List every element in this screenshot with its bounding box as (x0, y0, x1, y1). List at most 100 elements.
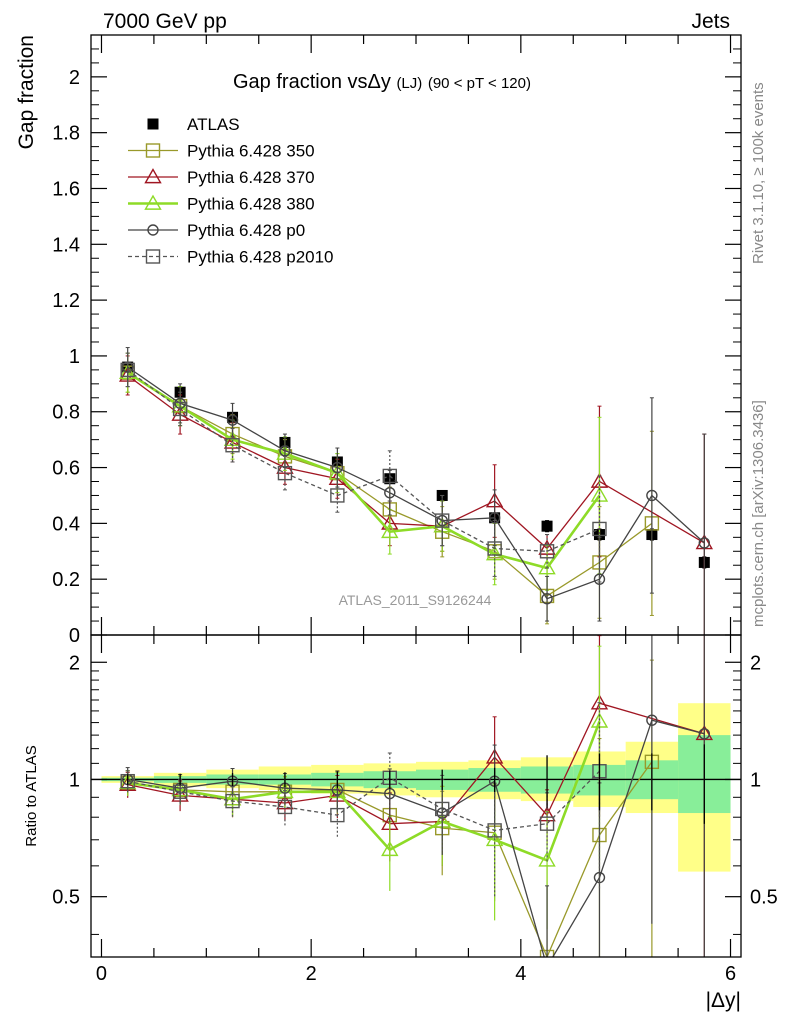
analysis-watermark: ATLAS_2011_S9126244 (339, 592, 492, 608)
point-pythia-6-428-p2010 (120, 362, 135, 378)
ratio-y-tick-label-right: 2 (750, 652, 761, 674)
series-pythia-6-428-380 (118, 352, 609, 591)
point-pythia-6-428-p0 (331, 461, 344, 474)
y-tick-label: 1.8 (52, 123, 80, 145)
legend-label: Pythia 6.428 p2010 (187, 248, 334, 267)
ratio-axis-ticks: 0.5 0.5 1 1 2 2 0 2 4 6 (52, 635, 778, 985)
legend-entry-pythia-6-428-p2010: Pythia 6.428 p2010 (128, 248, 334, 267)
main-axis-ticks: 0 0.2 0.4 0.6 0.8 1 1.2 1.4 1.6 1.8 2 (52, 35, 741, 647)
y-tick-label: 0 (69, 625, 80, 647)
line-pythia-6-428-p2010 (127, 369, 600, 552)
legend-entry-pythia-6-428-380: Pythia 6.428 380 (128, 195, 315, 214)
title-range: (90 < pT < 120) (428, 75, 531, 92)
point-pythia-6-428-p0 (698, 537, 711, 549)
point-pythia-6-428-p0 (226, 414, 239, 426)
point-pythia-6-428-380 (381, 522, 399, 539)
legend-label: Pythia 6.428 p0 (187, 221, 305, 240)
y-tick-label: 1.2 (52, 290, 80, 312)
legend-label: Pythia 6.428 380 (187, 195, 315, 214)
point-pythia-6-428-380 (538, 559, 556, 575)
point-pythia-6-428-p2010 (487, 541, 502, 556)
ratio-point-pythia-6-428-380 (381, 840, 399, 857)
legend-entry-pythia-6-428-350: Pythia 6.428 350 (128, 142, 315, 161)
y-tick-label: 2 (69, 67, 80, 89)
ratio-y-tick-label-right: 1 (750, 769, 761, 791)
line-pythia-6-428-p0 (127, 366, 705, 600)
ratio-point-pythia-6-428-380 (538, 851, 556, 867)
ratio-point-pythia-6-428-380 (223, 790, 242, 806)
ratio-atlas-errors (127, 744, 705, 824)
legend-marker (145, 249, 161, 264)
ratio-panel: 0.5 0.5 1 1 2 2 0 2 4 6 Ratio to ATLAS |Δy| (23, 634, 778, 1012)
ratio-point-pythia-6-428-p2010 (435, 801, 450, 817)
ratio-series-group (91, 635, 741, 972)
x-tick-label: 6 (725, 963, 736, 985)
title-lj: (LJ) (396, 75, 422, 92)
legend-entry-pythia-6-428-370: Pythia 6.428 370 (128, 168, 315, 187)
ratio-point-pythia-6-428-p2010 (539, 816, 555, 831)
ratio-plot-area (91, 635, 741, 972)
header-energy: 7000 GeV pp (103, 10, 227, 33)
point-pythia-6-428-p0 (541, 593, 553, 605)
ratio-line-pythia-6-428-380 (127, 720, 601, 862)
y-tick-label: 0.6 (52, 458, 80, 480)
line-pythia-6-428-380 (126, 371, 601, 570)
main-panel: 0 0.2 0.4 0.6 0.8 1 1.2 1.4 1.6 1.8 2 Gap fraction… (15, 34, 742, 647)
ratio-point-pythia-6-428-p2010 (225, 793, 240, 809)
x-tick-label: 4 (515, 963, 526, 985)
ratio-line-pythia-6-428-p2010 (127, 770, 600, 832)
point-pythia-6-428-p2010 (277, 465, 293, 481)
ratio-point-pythia-6-428-380 (485, 830, 504, 847)
ratio-y-tick-label: 2 (69, 652, 80, 674)
line-pythia-6-428-370 (127, 374, 705, 550)
ratio-y-tick-label-right: 0.5 (750, 887, 778, 909)
ratio-point-pythia-6-428-p0 (646, 714, 658, 726)
point-pythia-6-428-p0 (593, 573, 606, 585)
y-tick-label: 0.8 (52, 402, 80, 424)
ratio-point-pythia-6-428-p0 (542, 962, 552, 972)
ratio-series-pythia-6-428-p0 (121, 635, 711, 972)
y-tick-label: 0.2 (52, 569, 80, 591)
series-pythia-6-428-p2010 (120, 352, 607, 583)
point-pythia-6-428-p2010 (382, 468, 397, 484)
rivet-version: Rivet 3.1.10, ≥ 100k events (750, 82, 767, 264)
legend-label: ATLAS (187, 115, 240, 134)
legend-label: Pythia 6.428 370 (187, 168, 315, 187)
y-tick-label: 0.4 (52, 513, 80, 535)
point-pythia-6-428-p2010 (539, 544, 555, 559)
legend: ATLAS Pythia 6.428 350 Pythia 6.428 370 Pyt… (128, 115, 334, 267)
y-tick-label: 1.4 (52, 234, 80, 256)
ratio-y-tick-label: 1 (69, 769, 80, 791)
point-pythia-6-428-p2010 (172, 401, 188, 417)
ratio-point-pythia-6-428-p2010 (330, 807, 345, 823)
x-tick-label: 0 (96, 963, 107, 985)
ratio-point-pythia-6-428-p0 (698, 728, 711, 740)
ratio-point-pythia-6-428-p2010 (172, 784, 188, 799)
legend-marker (144, 194, 162, 210)
ratio-point-pythia-6-428-p2010 (277, 799, 293, 815)
plot-title: Gap fraction vsΔy (LJ) (90 < pT < 120) (233, 71, 531, 93)
title-dy: Δy (368, 71, 391, 93)
ratio-line-pythia-6-428-p0 (127, 719, 705, 957)
legend-marker (147, 224, 159, 236)
ratio-y-tick-label: 0.5 (52, 887, 80, 909)
ratio-series-pythia-6-428-370 (118, 635, 714, 957)
point-pythia-6-428-p2010 (435, 513, 450, 528)
point-pythia-6-428-p0 (646, 489, 658, 502)
ratio-point-pythia-6-428-p2010 (487, 823, 502, 838)
legend-marker (147, 118, 159, 130)
uncertainty-bands (101, 703, 731, 872)
legend-label: Pythia 6.428 350 (187, 142, 315, 161)
legend-entry-pythia-6-428-p0: Pythia 6.428 p0 (128, 221, 305, 240)
legend-marker (145, 143, 161, 158)
legend-entry-atlas: ATLAS (147, 115, 240, 134)
point-pythia-6-428-p2010 (592, 521, 607, 537)
ratio-y-axis-label: Ratio to ATLAS (23, 745, 40, 846)
header-jets: Jets (691, 10, 730, 33)
x-axis-label: |Δy| (706, 989, 741, 1012)
x-tick-label: 2 (306, 963, 317, 985)
main-plot-area (118, 347, 714, 635)
y-axis-label: Gap fraction (15, 35, 38, 149)
y-tick-label: 1 (69, 346, 80, 368)
